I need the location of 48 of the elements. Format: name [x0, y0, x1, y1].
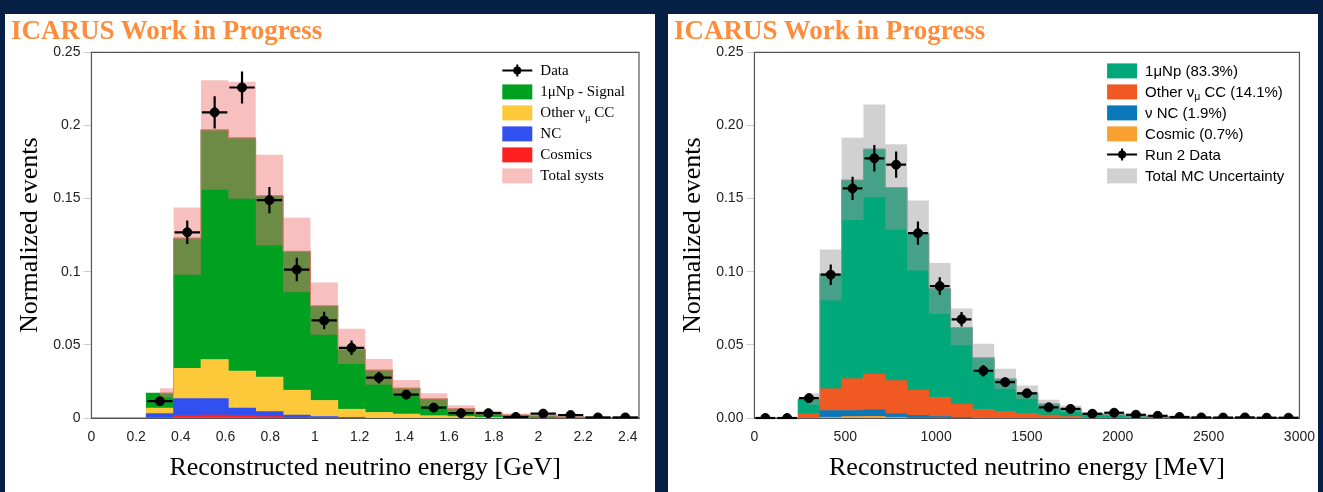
x-tick-label: 1.4: [394, 428, 415, 445]
x-tick-label: 1.6: [439, 428, 459, 445]
y-tick-label: 0.2: [60, 116, 81, 133]
x-tick-label: 0.6: [215, 428, 236, 445]
y-tick-label: 0.15: [716, 189, 744, 206]
y-tick-label: 0: [72, 408, 81, 425]
legend-label: 1μNp (83.3%): [1145, 61, 1238, 79]
x-tick-label: 2000: [1102, 428, 1134, 445]
x-tick-label: 1.8: [484, 428, 504, 445]
y-tick-label: 0.1: [60, 262, 81, 279]
x-tick-label: 0: [750, 428, 759, 445]
y-tick-label: 0.05: [716, 335, 744, 352]
x-axis-title: Reconstructed neutrino energy [MeV]: [828, 452, 1225, 482]
x-axis-title: Reconstructed neutrino energy [GeV]: [169, 452, 562, 482]
legend-label: Run 2 Data: [1145, 145, 1222, 163]
x-tick-label: 2: [534, 428, 543, 445]
x-tick-label: 1.2: [349, 428, 370, 445]
x-tick-label: 1000: [920, 428, 952, 445]
y-axis-title: Normalized events: [14, 137, 44, 334]
x-tick-label: 1500: [1011, 428, 1043, 445]
legend-label: Data: [540, 62, 569, 79]
x-tick-label: 0.2: [126, 428, 147, 445]
legend-label: Total systs: [540, 167, 604, 184]
legend-label: NC: [540, 125, 562, 142]
y-tick-label: 0.15: [53, 189, 81, 206]
y-tick-label: 0.00: [716, 408, 744, 425]
x-tick-label: 500: [833, 428, 858, 445]
legend-label: Cosmic (0.7%): [1145, 124, 1244, 142]
y-tick-label: 0.25: [53, 43, 81, 60]
legend-label: Total MC Uncertainty: [1145, 166, 1285, 184]
x-tick-label: 2.2: [573, 428, 594, 445]
y-tick-label: 0.10: [716, 262, 744, 279]
x-tick-label: 2.4: [618, 428, 638, 445]
x-tick-label: 3000: [1283, 428, 1316, 445]
y-tick-label: 0.25: [716, 43, 744, 60]
y-axis-title: Normalized events: [677, 137, 707, 334]
legend-label: Cosmics: [540, 146, 593, 163]
legend-label: 1μNp - Signal: [540, 83, 626, 100]
y-tick-label: 0.05: [53, 335, 81, 352]
x-tick-label: 0.4: [171, 428, 191, 445]
x-tick-label: 0.8: [260, 428, 281, 445]
x-tick-label: 1: [311, 428, 320, 445]
y-tick-label: 0.20: [716, 116, 744, 133]
chart-title: ICARUS Work in Progress: [11, 15, 323, 46]
x-tick-label: 0: [87, 428, 96, 445]
chart-title: ICARUS Work in Progress: [674, 15, 986, 46]
x-tick-label: 2500: [1193, 428, 1225, 445]
legend-label: ν NC (1.9%): [1145, 103, 1227, 121]
